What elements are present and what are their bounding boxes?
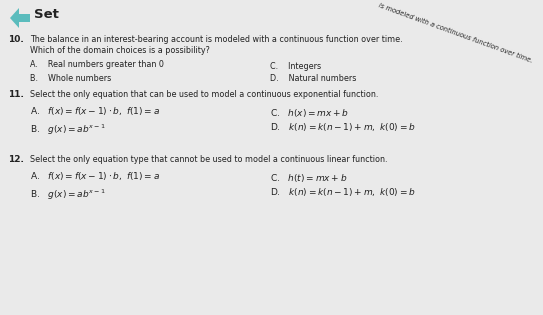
- Text: C.    Integers: C. Integers: [270, 62, 321, 71]
- Text: D.   $k(n) = k(n-1) + m,\ k(0) = b$: D. $k(n) = k(n-1) + m,\ k(0) = b$: [270, 121, 416, 133]
- Polygon shape: [10, 8, 30, 28]
- Text: C.   $h(x) = mx + b$: C. $h(x) = mx + b$: [270, 107, 349, 119]
- Text: B.   $g(x) = ab^{x-1}$: B. $g(x) = ab^{x-1}$: [30, 188, 105, 203]
- Text: Which of the domain choices is a possibility?: Which of the domain choices is a possibi…: [30, 46, 210, 55]
- Text: Select the only equation that can be used to model a continuous exponential func: Select the only equation that can be use…: [30, 90, 378, 99]
- Text: C.   $h(t) = mx + b$: C. $h(t) = mx + b$: [270, 172, 348, 184]
- Text: A.   $f(x) = f(x-1) \cdot b,\ f(1) = a$: A. $f(x) = f(x-1) \cdot b,\ f(1) = a$: [30, 170, 160, 182]
- Text: D.   $k(n) = k(n-1) + m,\ k(0) = b$: D. $k(n) = k(n-1) + m,\ k(0) = b$: [270, 186, 416, 198]
- Text: D.    Natural numbers: D. Natural numbers: [270, 74, 356, 83]
- Text: 11.: 11.: [8, 90, 24, 99]
- Text: 12.: 12.: [8, 155, 24, 164]
- Text: Select the only equation type that cannot be used to model a continuous linear f: Select the only equation type that canno…: [30, 155, 388, 164]
- Text: B.    Whole numbers: B. Whole numbers: [30, 74, 111, 83]
- Text: is modeled with a continuous function over time.: is modeled with a continuous function ov…: [378, 2, 534, 64]
- Text: Set: Set: [34, 8, 59, 21]
- Text: 10.: 10.: [8, 35, 24, 44]
- Text: B.   $g(x) = ab^{x-1}$: B. $g(x) = ab^{x-1}$: [30, 123, 105, 137]
- Text: The balance in an interest-bearing account is modeled with a continuous function: The balance in an interest-bearing accou…: [30, 35, 402, 44]
- Text: A.   $f(x) = f(x-1) \cdot b,\ f(1) = a$: A. $f(x) = f(x-1) \cdot b,\ f(1) = a$: [30, 105, 160, 117]
- Text: A.    Real numbers greater than 0: A. Real numbers greater than 0: [30, 60, 164, 69]
